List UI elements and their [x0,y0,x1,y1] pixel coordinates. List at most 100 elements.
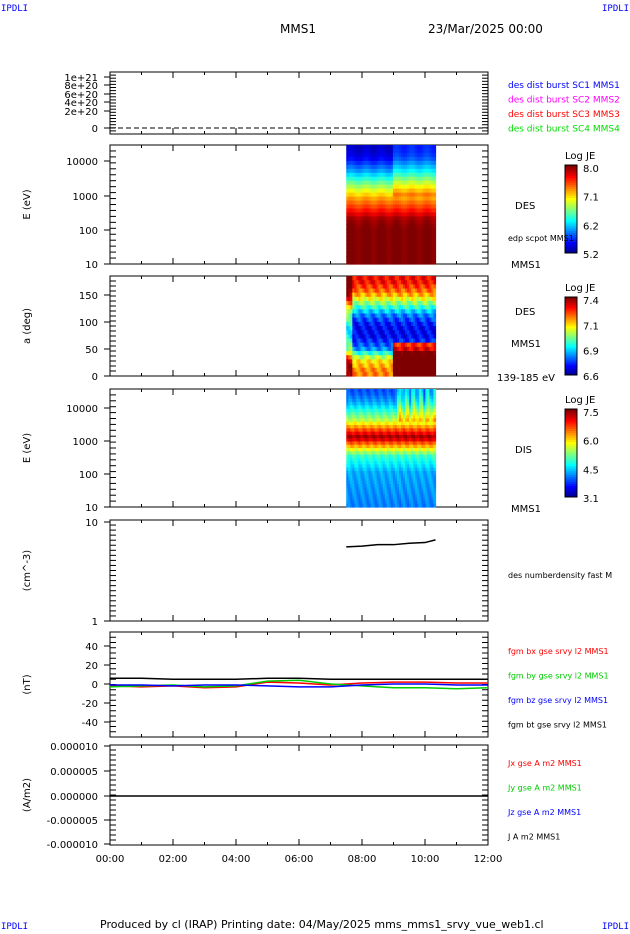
spectrogram-cell [362,395,366,400]
spectrogram-cell [348,448,351,452]
spectrogram-cell [401,451,404,456]
spectrogram-cell [348,172,351,178]
spectrogram-cell [386,467,390,472]
spectrogram-cell [405,200,408,206]
spectrogram-cell [372,338,376,344]
spectrogram-cell [386,244,390,249]
spectrogram-cell [346,434,349,439]
spectrogram-cell [358,240,362,245]
spectrogram-cell [390,192,394,198]
spectrogram-cell [386,204,390,210]
spectrogram-cell [423,470,426,475]
spectrogram-cell [407,292,410,298]
spacecraft-label: MMS1 [511,260,541,271]
spectrogram-cell [356,461,360,465]
spectrogram-cell [431,148,435,154]
spectrogram-cell [392,425,396,429]
spectrogram-cell [356,330,360,335]
spectrogram-cell [346,411,349,416]
spectrogram-cell [398,330,402,335]
spectrogram-cell [384,296,388,302]
spectrogram-cell [356,236,360,241]
spectrogram-cell [431,236,435,241]
spectrogram-cell [401,284,404,290]
spectrogram-cell [409,338,412,344]
spectrogram-cell [409,326,412,331]
spectrogram-cell [392,301,396,306]
spectrogram-cell [407,487,410,492]
spectrogram-cell [378,408,382,413]
y-tick-label: 40 [85,642,98,653]
spectrogram-cell [396,296,400,302]
spectrogram-cell [346,208,349,214]
spectrogram-cell [431,363,435,369]
spectrogram-cell [409,321,412,327]
spectrogram-cell [356,228,360,233]
spectrogram-cell [427,256,431,261]
spectrogram-cell [390,317,394,323]
spectrogram-cell [398,444,402,449]
spectrogram-cell [413,301,416,306]
spectrogram-cell [401,224,404,229]
spectrogram-cell [403,490,406,495]
spectrogram-cell [364,470,368,475]
spectrogram-cell [405,484,408,488]
spectrogram-cell [362,309,366,315]
spectrogram-cell [427,415,431,420]
spectrogram-cell [372,296,376,302]
spectrogram-cell [417,192,420,198]
spectrogram-cell [372,363,376,369]
spectrogram-cell [421,321,424,327]
spectrogram-cell [411,330,414,335]
spectrogram-cell [364,326,368,331]
colorbar-segment [565,200,577,203]
spectrogram-cell [368,309,372,315]
spectrogram-cell [362,441,366,446]
spectrogram-cell [411,411,414,416]
spectrogram-cell [366,296,370,302]
spectrogram-cell [398,408,402,413]
spectrogram-cell [398,363,402,369]
spectrogram-cell [421,296,424,302]
spectrogram-cell [384,484,388,488]
spectrogram-cell [401,405,404,410]
spectrogram-cell [423,280,426,285]
spectrogram-cell [390,392,394,397]
spectrogram-cell [421,145,424,150]
spectrogram-cell [370,464,374,469]
spectrogram-cell [352,240,355,245]
spectrogram-cell [398,411,402,416]
spectrogram-cell [411,477,414,482]
spectrogram-cell [360,367,364,373]
spectrogram-cell [384,467,388,472]
spectrogram-cell [348,392,351,397]
spectrogram-cell [423,148,426,154]
spectrogram-cell [350,184,353,190]
spectrogram-cell [358,334,362,340]
spectrogram-cell [401,421,404,426]
spectrogram-cell [429,276,433,281]
spectrogram-cell [398,228,402,233]
spectrogram-cell [427,497,431,502]
spectrogram-cell [350,389,353,393]
spectrogram-cell [433,487,437,492]
spectrogram-cell [384,474,388,479]
spectrogram-cell [423,256,426,261]
spectrogram-cell [417,454,420,459]
spectrogram-cell [348,232,351,237]
spectrogram-cell [360,224,364,229]
spectrogram-cell [350,148,353,154]
spectrogram-cell [403,338,406,344]
spectrogram-cell [403,292,406,298]
spectrogram-cell [366,389,370,393]
spectrogram-cell [384,351,388,356]
spectrogram-cell [358,398,362,403]
spectrogram-cell [370,330,374,335]
spectrogram-cell [358,371,362,377]
spectrogram-cell [401,192,404,198]
spectrogram-cell [431,355,435,360]
colorbar-segment [565,308,577,312]
spectrogram-cell [405,461,408,465]
spectrogram-cell [390,164,394,170]
spectrogram-cell [409,244,412,249]
